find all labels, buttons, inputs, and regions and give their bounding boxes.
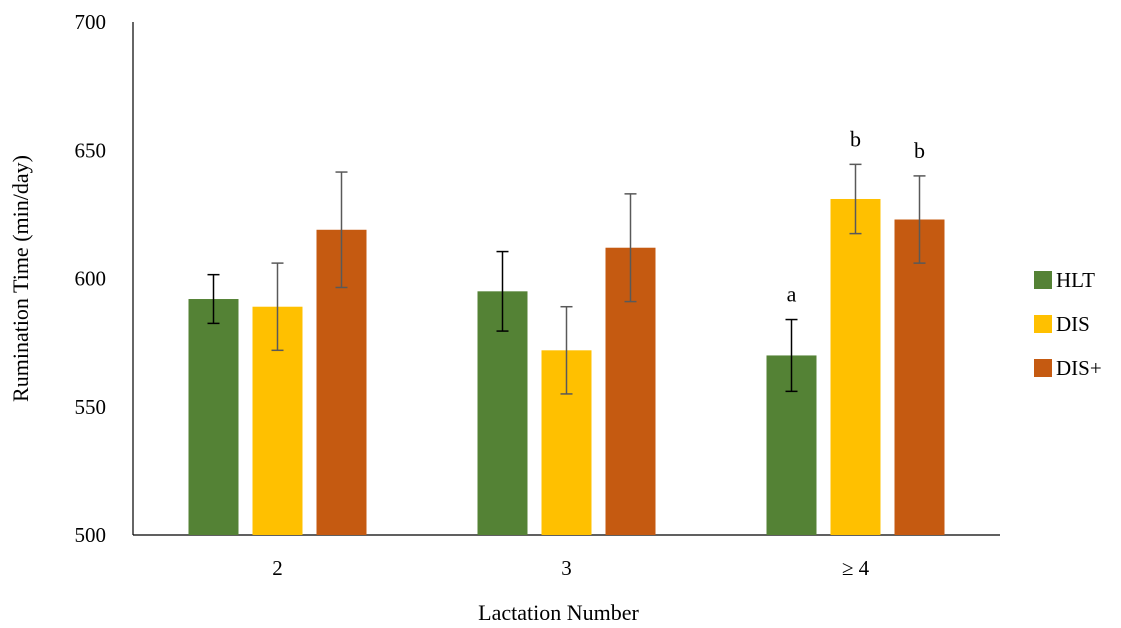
legend-label: HLT bbox=[1056, 268, 1095, 292]
error-bars bbox=[207, 163, 926, 395]
y-tick-label: 550 bbox=[75, 395, 107, 419]
x-tick-label: 3 bbox=[561, 556, 572, 580]
significance-letter: b bbox=[850, 126, 861, 151]
bar-dis-plus-2 bbox=[894, 219, 945, 535]
y-tick-label: 700 bbox=[75, 10, 107, 34]
legend: HLT DIS DIS+ bbox=[1034, 268, 1102, 380]
y-tick-label: 500 bbox=[75, 523, 107, 547]
bar-hlt-1 bbox=[477, 291, 528, 535]
bar-hlt-0 bbox=[188, 299, 239, 535]
y-axis-title: Rumination Time (min/day) bbox=[8, 155, 33, 402]
y-tick-label: 650 bbox=[75, 138, 107, 162]
y-tick-label: 600 bbox=[75, 267, 107, 291]
x-tick-labels: 2 3 ≥ 4 bbox=[272, 556, 869, 580]
legend-label: DIS+ bbox=[1056, 356, 1102, 380]
significance-letter: a bbox=[787, 282, 797, 307]
legend-swatch bbox=[1034, 359, 1052, 377]
y-tick-labels: 500 550 600 650 700 bbox=[75, 10, 107, 547]
annotations: a b b bbox=[787, 126, 925, 306]
legend-swatch bbox=[1034, 315, 1052, 333]
bar-dis-2 bbox=[830, 198, 881, 536]
bars bbox=[188, 198, 945, 536]
significance-letter: b bbox=[914, 138, 925, 163]
legend-swatch bbox=[1034, 271, 1052, 289]
x-axis-title: Lactation Number bbox=[478, 600, 639, 625]
x-tick-label: 2 bbox=[272, 556, 283, 580]
x-tick-label: ≥ 4 bbox=[842, 556, 870, 580]
legend-label: DIS bbox=[1056, 312, 1090, 336]
